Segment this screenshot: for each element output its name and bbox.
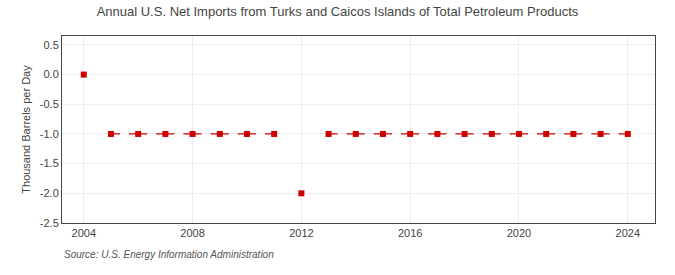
svg-text:2008: 2008 bbox=[180, 227, 204, 239]
svg-text:2012: 2012 bbox=[289, 227, 313, 239]
svg-text:Thousand Barrels per Day: Thousand Barrels per Day bbox=[20, 65, 32, 194]
svg-text:0.5: 0.5 bbox=[44, 39, 59, 51]
svg-text:0.0: 0.0 bbox=[44, 68, 59, 80]
svg-text:2020: 2020 bbox=[507, 227, 531, 239]
svg-text:2016: 2016 bbox=[398, 227, 422, 239]
svg-text:-2.5: -2.5 bbox=[40, 217, 59, 229]
svg-text:Source: U.S. Energy Informatio: Source: U.S. Energy Information Administ… bbox=[64, 249, 274, 260]
svg-text:-2.0: -2.0 bbox=[40, 187, 59, 199]
svg-text:2024: 2024 bbox=[616, 227, 640, 239]
svg-text:-1.0: -1.0 bbox=[40, 128, 59, 140]
svg-text:2004: 2004 bbox=[72, 227, 96, 239]
svg-text:-0.5: -0.5 bbox=[40, 98, 59, 110]
svg-text:Annual U.S. Net Imports from T: Annual U.S. Net Imports from Turks and C… bbox=[97, 4, 579, 19]
svg-text:-1.5: -1.5 bbox=[40, 157, 59, 169]
